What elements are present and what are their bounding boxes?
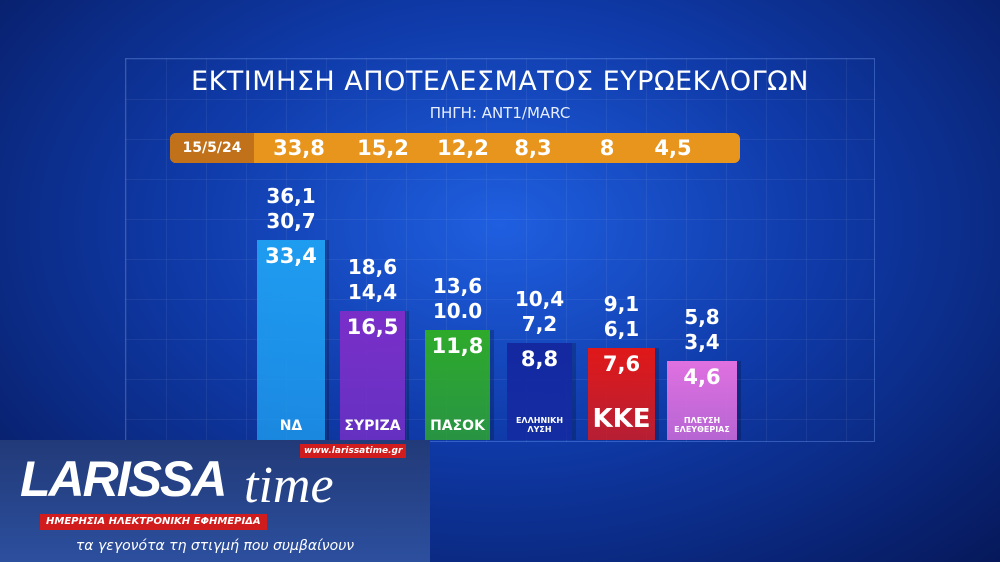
party-logo: ΝΔ: [279, 418, 303, 434]
range-values: 13,6 10.0: [418, 274, 498, 324]
bar-value: 16,5: [346, 314, 399, 339]
previous-poll-date: 15/5/24: [170, 133, 254, 163]
range-values: 9,1 6,1: [582, 292, 662, 342]
range-low: 10.0: [432, 299, 483, 324]
party-logo: ΕΛΛΗΝΙΚΗ ΛΥΣΗ: [515, 416, 564, 434]
previous-value: 15,2: [357, 136, 409, 160]
range-high: 10,4: [514, 287, 565, 312]
previous-poll-band: 15/5/24 33,8 15,2 12,2 8,3 8 4,5: [170, 133, 740, 163]
range-values: 5,8 3,4: [662, 305, 742, 355]
party-logo: ΚΚΕ: [592, 404, 651, 434]
bar: 11,8 ΠΑΣΟΚ: [425, 330, 490, 440]
bar: 8,8 ΕΛΛΗΝΙΚΗ ΛΥΣΗ: [507, 343, 572, 440]
bar: 4,6 ΠΛΕΥΣΗ ΕΛΕΥΘΕΡΙΑΣ: [667, 360, 737, 440]
bar-value: 11,8: [431, 334, 484, 359]
range-low: 6,1: [603, 317, 640, 342]
previous-value: 8: [599, 136, 615, 160]
chart-panel: [125, 58, 875, 442]
chart-source: ΠΗΓΗ: ΑΝΤ1/MARC: [429, 104, 571, 122]
logo-subtitle: ΗΜΕΡΗΣΙΑ ΗΛΕΚΤΡΟΝΙΚΗ ΕΦΗΜΕΡΙΔΑ: [40, 514, 267, 530]
bar-value: 33,4: [265, 243, 317, 268]
party-logo: ΠΛΕΥΣΗ ΕΛΕΥΘΕΡΙΑΣ: [674, 416, 730, 434]
range-low: 3,4: [684, 329, 720, 354]
range-high: 36,1: [266, 183, 316, 208]
bar: 16,5 ΣΥΡΙΖΑ: [340, 310, 405, 440]
bar-value: 4,6: [683, 364, 721, 389]
range-values: 18,6 14,4: [333, 255, 413, 305]
logo-url: www.larissatime.gr: [300, 444, 407, 458]
previous-value: 33,8: [273, 136, 325, 160]
range-low: 7,2: [521, 312, 558, 337]
range-high: 18,6: [347, 254, 398, 279]
range-low: 30,7: [266, 208, 316, 233]
range-low: 14,4: [347, 279, 398, 304]
previous-value: 12,2: [437, 136, 489, 160]
range-high: 13,6: [432, 274, 483, 299]
party-logo: ΠΑΣΟΚ: [430, 418, 485, 434]
range-high: 9,1: [603, 292, 640, 317]
logo-main: LARISSA: [20, 451, 227, 507]
logo-slogan: τα γεγονότα τη στιγμή που συμβαίνουν: [75, 538, 355, 554]
bar: 7,6 ΚΚΕ: [588, 348, 655, 440]
bar-value: 7,6: [602, 352, 641, 377]
logo-time: time: [244, 457, 334, 514]
bar: 33,4 ΝΔ: [257, 239, 325, 440]
chart-title: ΕΚΤΙΜΗΣΗ ΑΠΟΤΕΛΕΣΜΑΤΟΣ ΕΥΡΩΕΚΛΟΓΩΝ: [191, 66, 809, 97]
range-high: 5,8: [684, 304, 720, 329]
range-values: 10,4 7,2: [500, 287, 580, 337]
previous-value: 8,3: [514, 136, 552, 160]
range-values: 36,1 30,7: [251, 184, 331, 234]
previous-value: 4,5: [654, 136, 692, 160]
bar-value: 8,8: [520, 347, 559, 372]
larissatime-watermark: LARISSA time www.larissatime.gr ΗΜΕΡΗΣΙΑ…: [0, 440, 430, 562]
party-logo: ΣΥΡΙΖΑ: [344, 418, 401, 434]
